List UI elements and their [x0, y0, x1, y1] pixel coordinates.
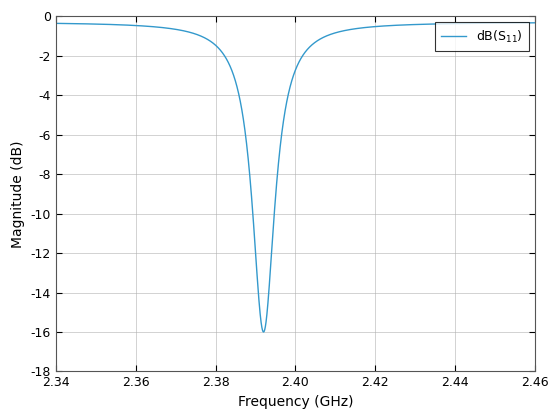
Line: dB(S$_{11}$): dB(S$_{11}$) — [56, 23, 535, 332]
dB(S$_{11}$) — [260, 329, 267, 334]
dB(S$_{11}$) — [340, 28, 347, 33]
dB(S$_{11}$) — [364, 25, 371, 30]
dB(S$_{11}$) — [531, 20, 538, 25]
Legend: dB(S$_{11}$): dB(S$_{11}$) — [435, 22, 529, 51]
X-axis label: Frequency (GHz): Frequency (GHz) — [238, 395, 353, 409]
dB(S$_{11}$) — [446, 21, 453, 26]
Y-axis label: Magnitude (dB): Magnitude (dB) — [11, 140, 25, 247]
dB(S$_{11}$) — [236, 93, 242, 98]
dB(S$_{11}$) — [139, 24, 146, 29]
dB(S$_{11}$) — [53, 21, 59, 26]
dB(S$_{11}$) — [410, 22, 417, 27]
